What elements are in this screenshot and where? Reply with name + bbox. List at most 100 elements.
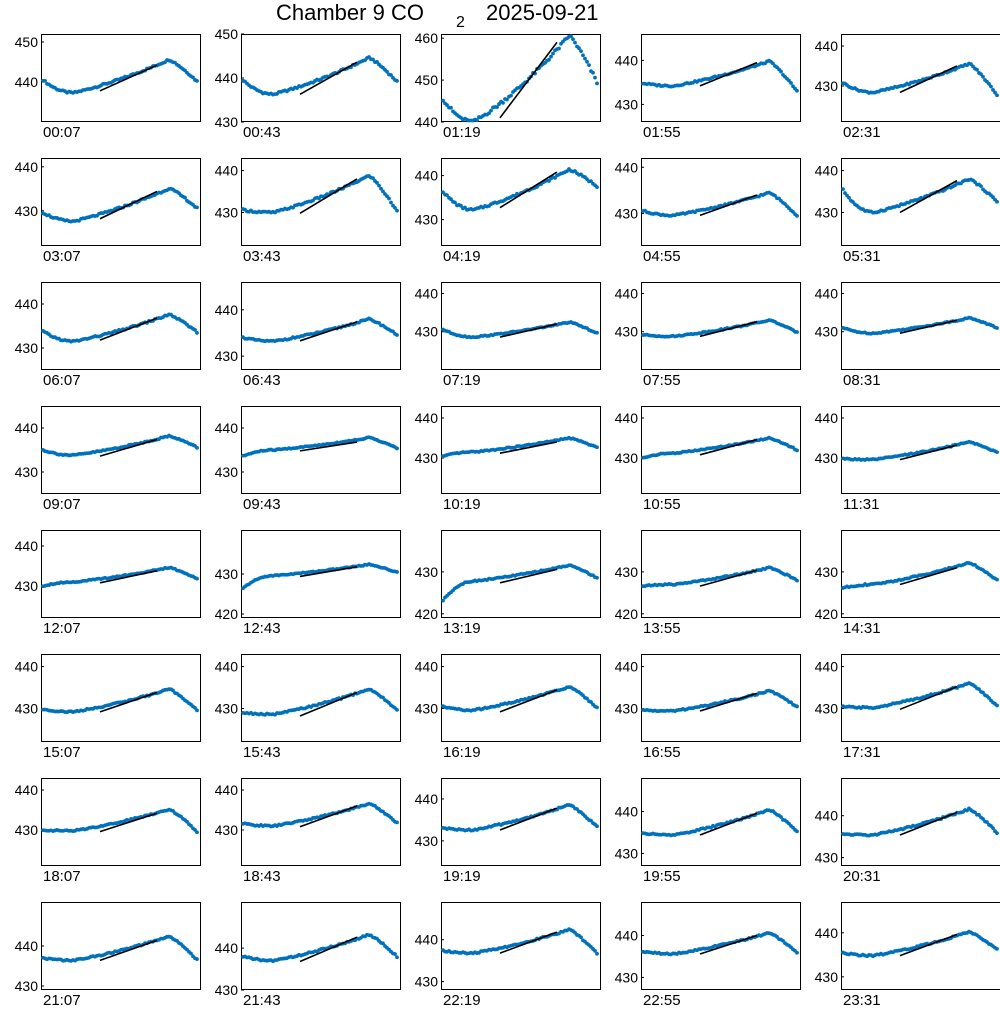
- data-point: [395, 707, 399, 712]
- chamber-panel: 430 440 09:43: [215, 406, 401, 518]
- chamber-panel: 420 430 14:31: [815, 530, 1000, 642]
- fit-line: [899, 685, 958, 711]
- data-point: [595, 705, 599, 710]
- panel-plot: 430 440: [15, 902, 201, 994]
- chamber-panel: 420 430 13:55: [615, 530, 801, 642]
- chamber-panel: 430 440 07:55: [615, 282, 801, 394]
- panel-time-label: 13:19: [443, 620, 481, 637]
- axes-box: [441, 34, 601, 122]
- panel-plot: 430 440: [15, 778, 201, 866]
- fit-line: [499, 568, 558, 584]
- axes-box: [641, 530, 801, 618]
- y-tick-label: 440: [215, 420, 239, 436]
- data-point: [389, 200, 393, 205]
- chamber-panel: 430 440 21:07: [15, 902, 201, 1014]
- data-point: [43, 78, 47, 83]
- y-tick-label: 440: [615, 410, 639, 426]
- panel-time-label: 04:55: [643, 248, 681, 265]
- panel-plot: 430 440: [615, 406, 801, 494]
- data-point: [547, 179, 551, 183]
- data-point: [995, 946, 999, 951]
- data-point: [585, 696, 589, 701]
- data-point: [593, 75, 597, 80]
- y-tick-label: 430: [815, 450, 839, 466]
- axes-box: [641, 282, 801, 370]
- chamber-panel: 430 440 450 00:43: [215, 26, 401, 146]
- panel-plot: 430 440: [215, 282, 401, 370]
- panel-plot: 430 440: [415, 778, 601, 866]
- fit-line: [299, 321, 358, 342]
- panel-time-label: 15:43: [243, 744, 281, 761]
- title-subscript: 2: [456, 14, 465, 31]
- y-tick-label: 430: [615, 845, 639, 861]
- data-point: [989, 84, 993, 89]
- y-tick-label: 430: [15, 578, 39, 594]
- data-point: [379, 186, 383, 191]
- data-point: [595, 824, 599, 829]
- panel-plot: 430 440: [815, 282, 1000, 370]
- y-tick-label: 430: [215, 348, 239, 364]
- axes-box: [841, 902, 1000, 990]
- axes-box: [841, 34, 1000, 122]
- y-tick-label: 430: [15, 700, 39, 716]
- y-tick-label: 440: [215, 659, 239, 675]
- y-tick-label: 430: [15, 340, 39, 356]
- panel-plot: 430 440: [15, 654, 201, 742]
- data-point: [375, 180, 379, 185]
- data-point: [779, 69, 783, 74]
- y-tick-label: 440: [215, 782, 239, 798]
- data-point: [795, 578, 799, 583]
- panel-plot: 430 440: [615, 778, 801, 866]
- panel-plot: 430 440: [15, 282, 201, 370]
- panel-plot: 430 440: [615, 34, 801, 122]
- data-point: [371, 57, 375, 62]
- fit-line: [699, 812, 758, 836]
- y-tick-label: 440: [415, 932, 439, 948]
- data-point: [395, 446, 399, 451]
- chamber-panel: 430 440 06:43: [215, 282, 401, 394]
- axes-box: [241, 902, 401, 990]
- panel-plot: 430 440: [615, 158, 801, 246]
- data-point: [509, 93, 513, 98]
- chamber-panel: 430 440 19:19: [415, 778, 601, 890]
- data-point: [445, 193, 449, 197]
- data-point: [183, 195, 187, 200]
- y-tick-label: 450: [215, 26, 239, 42]
- axes-box: [641, 406, 801, 494]
- panel-time-label: 01:19: [443, 124, 481, 141]
- data-point: [501, 100, 505, 105]
- data-point: [981, 74, 985, 79]
- panel-time-label: 10:55: [643, 496, 681, 513]
- y-tick-label: 440: [815, 163, 839, 179]
- data-point: [395, 955, 399, 960]
- y-tick-label: 440: [615, 804, 639, 820]
- y-tick-label: 440: [615, 159, 639, 175]
- y-tick-label: 420: [815, 606, 839, 622]
- title-date: 2025-09-21: [486, 0, 599, 25]
- data-point: [441, 598, 445, 603]
- axes-box: [441, 282, 601, 370]
- y-tick-label: 430: [415, 833, 439, 849]
- chamber-panel: 430 440 02:31: [815, 34, 1000, 146]
- y-tick-label: 440: [815, 925, 839, 941]
- y-tick-label: 430: [415, 564, 439, 580]
- chamber-panel: 430 440 09:07: [15, 406, 201, 518]
- panel-plot: 430 440: [15, 530, 201, 618]
- data-point: [387, 196, 391, 201]
- panel-time-label: 22:55: [643, 992, 681, 1009]
- fit-line: [499, 323, 558, 338]
- axes-box: [441, 654, 601, 742]
- data-point: [795, 829, 799, 834]
- data-point: [381, 941, 385, 946]
- data-point: [553, 176, 557, 180]
- y-tick-label: 440: [815, 410, 839, 426]
- y-tick-label: 430: [815, 324, 839, 340]
- y-tick-label: 430: [615, 700, 639, 716]
- y-tick-label: 430: [415, 450, 439, 466]
- data-point: [593, 948, 597, 953]
- panel-plot: 440 450: [15, 34, 201, 122]
- axes-box: [41, 34, 201, 122]
- data-point: [385, 69, 389, 74]
- panel-plot: 430 440 450: [215, 26, 401, 130]
